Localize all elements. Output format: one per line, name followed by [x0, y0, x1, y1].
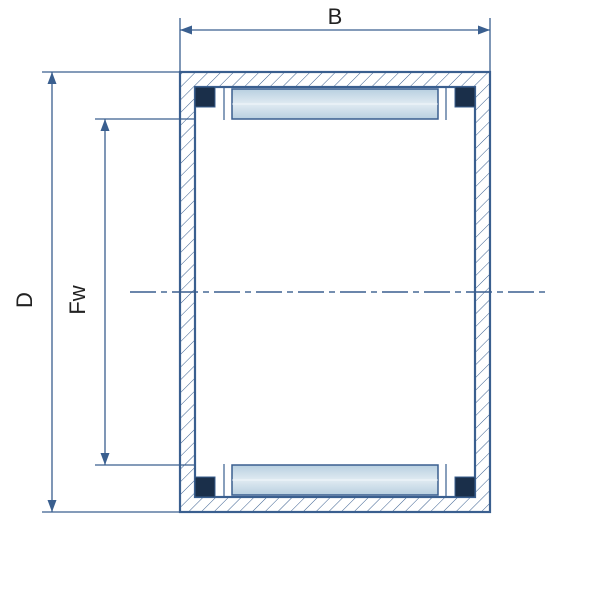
- dim-B: B: [180, 4, 490, 72]
- cage-end-0: [195, 87, 215, 107]
- roller-bottom: [224, 464, 446, 496]
- dim-label-D: D: [12, 292, 37, 308]
- dim-label-B: B: [328, 4, 343, 29]
- roller-top: [224, 88, 446, 120]
- dim-label-Fw: Fw: [65, 285, 90, 314]
- cage-end-3: [455, 477, 475, 497]
- cage-end-2: [195, 477, 215, 497]
- cage-end-1: [455, 87, 475, 107]
